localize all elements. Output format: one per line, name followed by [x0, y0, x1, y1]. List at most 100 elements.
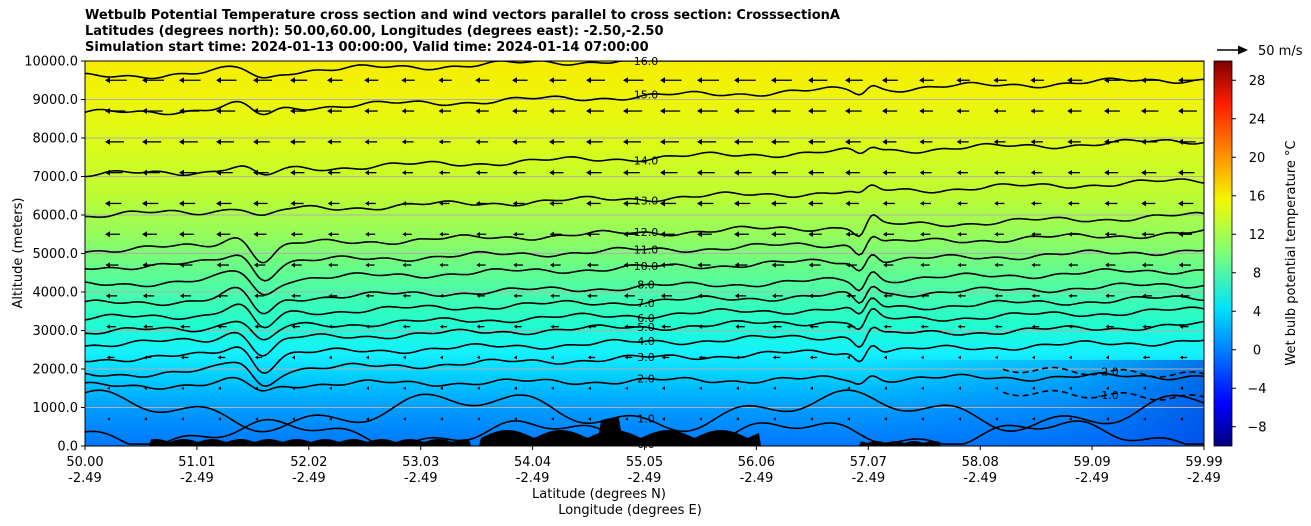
contour-label: 6.0: [637, 312, 655, 325]
wind-vector: [364, 77, 379, 84]
wind-vector: [476, 293, 485, 298]
y-axis-label: Altitude (meters): [11, 198, 26, 309]
wind-vector: [957, 262, 967, 268]
wind-vector: [402, 293, 411, 298]
colorbar-tick-label: −8: [1247, 420, 1266, 435]
wind-vector: [105, 200, 122, 207]
wind-vector: [660, 138, 679, 145]
wind-vector: [1032, 417, 1035, 421]
x-tick-lon: -2.49: [404, 471, 438, 486]
wind-vector: [475, 77, 490, 84]
wind-vector: [402, 324, 411, 329]
wind-vector: [1106, 386, 1109, 390]
wind-vector: [1031, 293, 1040, 298]
wind-vector: [216, 200, 232, 207]
wind-vector: [846, 324, 855, 329]
wind-vector: [1143, 417, 1146, 421]
contour-line: [85, 61, 1204, 80]
wind-vector: [328, 355, 332, 360]
wind-vector: [365, 324, 374, 329]
wind-vector: [216, 169, 233, 176]
wind-vector: [181, 386, 184, 390]
x-tick-lon: -2.49: [963, 471, 997, 486]
contour-label: 3.0: [637, 351, 655, 364]
wind-vector: [845, 200, 859, 207]
wind-vector: [1141, 77, 1160, 84]
wind-vector: [1104, 77, 1121, 84]
wind-vector: [993, 170, 1005, 176]
wind-vector: [179, 200, 196, 207]
contour-label: -2.0: [1097, 366, 1118, 379]
wind-vector: [697, 108, 718, 115]
wind-vector: [809, 293, 820, 299]
wind-vector: [660, 169, 678, 176]
wind-vector: [1105, 262, 1116, 268]
wind-vector: [512, 139, 527, 145]
wind-vector: [512, 231, 524, 237]
contour-label: -1.0: [1097, 389, 1118, 402]
wind-vector: [327, 108, 342, 115]
x-tick-lat: 59.09: [1073, 455, 1110, 470]
vector-key-arrowhead: [1238, 45, 1248, 55]
wind-vector: [882, 169, 896, 176]
wind-vector: [697, 293, 710, 299]
wind-vector: [255, 386, 258, 390]
wind-vector: [660, 231, 675, 238]
wind-vector: [697, 262, 711, 268]
wind-vector: [586, 77, 605, 84]
x-tick-lat: 53.03: [402, 455, 439, 470]
wind-vector: [771, 231, 786, 238]
wind-vector: [1141, 231, 1155, 237]
wind-vector: [1067, 200, 1080, 206]
wind-vector: [217, 324, 227, 329]
x-axis-label-2: Longitude (degrees E): [558, 503, 702, 518]
contour-line: [1002, 389, 1204, 401]
wind-vector: [181, 417, 184, 421]
y-tick-label: 0.0: [57, 440, 78, 455]
wind-vector: [476, 231, 487, 237]
wind-vector: [958, 386, 961, 390]
wind-vector: [1178, 200, 1194, 207]
contour-line: [85, 249, 1204, 296]
wind-vector: [549, 262, 561, 268]
wind-vector: [105, 108, 126, 115]
wind-vector: [808, 262, 821, 268]
wind-vector: [1104, 138, 1120, 145]
wind-vector: [366, 386, 369, 390]
wind-vector: [883, 293, 893, 299]
wind-vector: [920, 355, 924, 360]
wind-vector: [513, 355, 517, 360]
wind-vector: [919, 108, 934, 114]
wind-vector: [290, 200, 304, 207]
x-tick-lon: -2.49: [1075, 471, 1109, 486]
wind-vector: [549, 138, 565, 145]
x-tick-lat: 54.04: [514, 455, 551, 470]
wind-vector: [773, 386, 776, 390]
wind-vector: [845, 77, 863, 84]
x-tick-lon: -2.49: [180, 471, 214, 486]
wind-vector: [144, 386, 147, 390]
wind-vector: [512, 77, 528, 84]
contour-labels: -2.0 -1.0 0.0 1.0 2.0 3.0 4.05.06.0 7.0 8.0 10.0 1…: [634, 55, 1119, 451]
wind-vector: [661, 355, 670, 360]
colorbar: [1213, 60, 1233, 447]
x-tick-lat: 50.00: [66, 455, 103, 470]
wind-vector: [327, 200, 340, 207]
wind-vector: [994, 232, 1004, 237]
y-tick-label: 9000.0: [33, 93, 79, 108]
y-tick-label: 8000.0: [33, 132, 79, 147]
wind-vector: [1142, 355, 1151, 360]
wind-vector: [550, 324, 559, 329]
wind-vector: [771, 293, 783, 299]
wind-vector: [1104, 231, 1117, 237]
wind-vector: [290, 108, 307, 115]
title-line-3: Simulation start time: 2024-01-13 00:00:…: [85, 40, 649, 55]
wind-vector: [291, 355, 295, 360]
wind-vector: [1106, 417, 1109, 421]
wind-vector: [105, 77, 127, 84]
contour-line: [85, 77, 1204, 116]
wind-vector: [662, 386, 665, 390]
wind-vector: [994, 324, 1003, 329]
x-tick-lat: 56.06: [738, 455, 775, 470]
